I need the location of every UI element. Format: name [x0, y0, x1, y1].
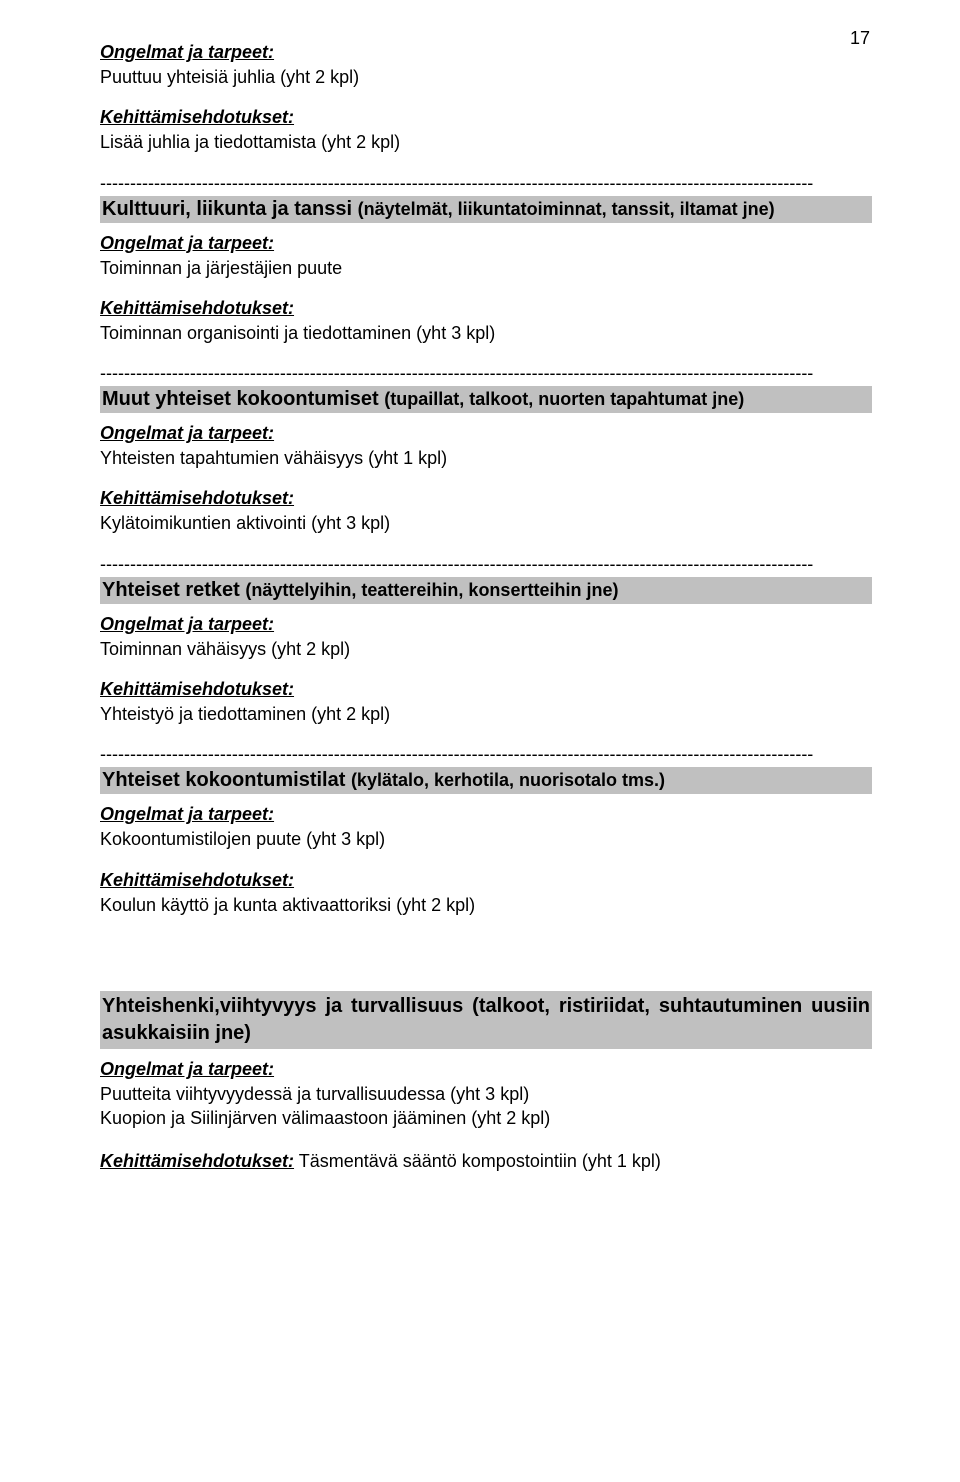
- section-block: Ongelmat ja tarpeet: Puutteita viihtyvyy…: [100, 1059, 872, 1131]
- dev-text: Kylätoimikuntien aktivointi (yht 3 kpl): [100, 511, 872, 535]
- divider-line: ----------------------------------------…: [100, 744, 872, 765]
- dev-text: Koulun käyttö ja kunta aktivaattoriksi (…: [100, 893, 872, 917]
- divider-line: ----------------------------------------…: [100, 554, 872, 575]
- section-block: Kehittämisehdotukset: Lisää juhlia ja ti…: [100, 107, 872, 154]
- dev-heading: Kehittämisehdotukset:: [100, 488, 872, 509]
- section-title-sub: (näyttelyihin, teattereihin, konsertteih…: [245, 580, 618, 600]
- problems-text: Kokoontumistilojen puute (yht 3 kpl): [100, 827, 872, 851]
- dev-text: Toiminnan organisointi ja tiedottaminen …: [100, 321, 872, 345]
- problems-heading: Ongelmat ja tarpeet:: [100, 804, 872, 825]
- section-heading-trips: Yhteiset retket (näyttelyihin, teatterei…: [100, 577, 872, 604]
- problems-text: Puuttuu yhteisiä juhlia (yht 2 kpl): [100, 65, 872, 89]
- section-block: Ongelmat ja tarpeet: Yhteisten tapahtumi…: [100, 423, 872, 470]
- section-heading-culture: Kulttuuri, liikunta ja tanssi (näytelmät…: [100, 196, 872, 223]
- dev-heading: Kehittämisehdotukset:: [100, 107, 872, 128]
- section-block: Kehittämisehdotukset: Täsmentävä sääntö …: [100, 1149, 872, 1173]
- dev-text: Yhteistyö ja tiedottaminen (yht 2 kpl): [100, 702, 872, 726]
- problems-text: Toiminnan ja järjestäjien puute: [100, 256, 872, 280]
- section-block: Ongelmat ja tarpeet: Puuttuu yhteisiä ju…: [100, 42, 872, 89]
- section-block: Kehittämisehdotukset: Yhteistyö ja tiedo…: [100, 679, 872, 726]
- dev-heading: Kehittämisehdotukset:: [100, 298, 872, 319]
- dev-text: Lisää juhlia ja tiedottamista (yht 2 kpl…: [100, 130, 872, 154]
- section-block: Ongelmat ja tarpeet: Toiminnan ja järjes…: [100, 233, 872, 280]
- spacer: [100, 935, 872, 991]
- section-block: Ongelmat ja tarpeet: Kokoontumistilojen …: [100, 804, 872, 851]
- section-block: Kehittämisehdotukset: Koulun käyttö ja k…: [100, 870, 872, 917]
- section-block: Kehittämisehdotukset: Kylätoimikuntien a…: [100, 488, 872, 535]
- dev-heading: Kehittämisehdotukset:: [100, 679, 872, 700]
- section-block: Ongelmat ja tarpeet: Toiminnan vähäisyys…: [100, 614, 872, 661]
- section-heading-gatherings: Muut yhteiset kokoontumiset (tupaillat, …: [100, 386, 872, 413]
- section-title-main: Yhteiset retket: [102, 579, 245, 601]
- problems-heading: Ongelmat ja tarpeet:: [100, 1059, 872, 1080]
- section-title-line: Yhteishenki,viihtyvyys ja turvallisuus (…: [102, 995, 870, 1044]
- section-title-sub: (näytelmät, liikuntatoiminnat, tanssit, …: [358, 199, 775, 219]
- problems-heading: Ongelmat ja tarpeet:: [100, 423, 872, 444]
- document-page: 17 Ongelmat ja tarpeet: Puuttuu yhteisiä…: [0, 0, 960, 1482]
- problems-text: Puutteita viihtyvyydessä ja turvallisuud…: [100, 1082, 872, 1106]
- problems-heading: Ongelmat ja tarpeet:: [100, 42, 872, 63]
- divider-line: ----------------------------------------…: [100, 363, 872, 384]
- problems-heading: Ongelmat ja tarpeet:: [100, 614, 872, 635]
- section-heading-spirit: Yhteishenki,viihtyvyys ja turvallisuus (…: [100, 991, 872, 1049]
- problems-heading: Ongelmat ja tarpeet:: [100, 233, 872, 254]
- dev-heading-inline: Kehittämisehdotukset:: [100, 1151, 294, 1171]
- problems-text: Kuopion ja Siilinjärven välimaastoon jää…: [100, 1106, 872, 1130]
- problems-text: Toiminnan vähäisyys (yht 2 kpl): [100, 637, 872, 661]
- section-title-main: Yhteiset kokoontumistilat: [102, 769, 351, 791]
- section-block: Kehittämisehdotukset: Toiminnan organiso…: [100, 298, 872, 345]
- dev-heading: Kehittämisehdotukset:: [100, 870, 872, 891]
- section-title-main: Kulttuuri, liikunta ja tanssi: [102, 198, 358, 220]
- page-number: 17: [850, 28, 870, 49]
- section-title-main: Muut yhteiset kokoontumiset: [102, 388, 384, 410]
- problems-text: Yhteisten tapahtumien vähäisyys (yht 1 k…: [100, 446, 872, 470]
- section-title-sub: (tupaillat, talkoot, nuorten tapahtumat …: [384, 389, 744, 409]
- dev-text-inline: Täsmentävä sääntö kompostointiin (yht 1 …: [294, 1151, 661, 1171]
- divider-line: ----------------------------------------…: [100, 173, 872, 194]
- section-title-sub: (kylätalo, kerhotila, nuorisotalo tms.): [351, 770, 665, 790]
- section-heading-facilities: Yhteiset kokoontumistilat (kylätalo, ker…: [100, 767, 872, 794]
